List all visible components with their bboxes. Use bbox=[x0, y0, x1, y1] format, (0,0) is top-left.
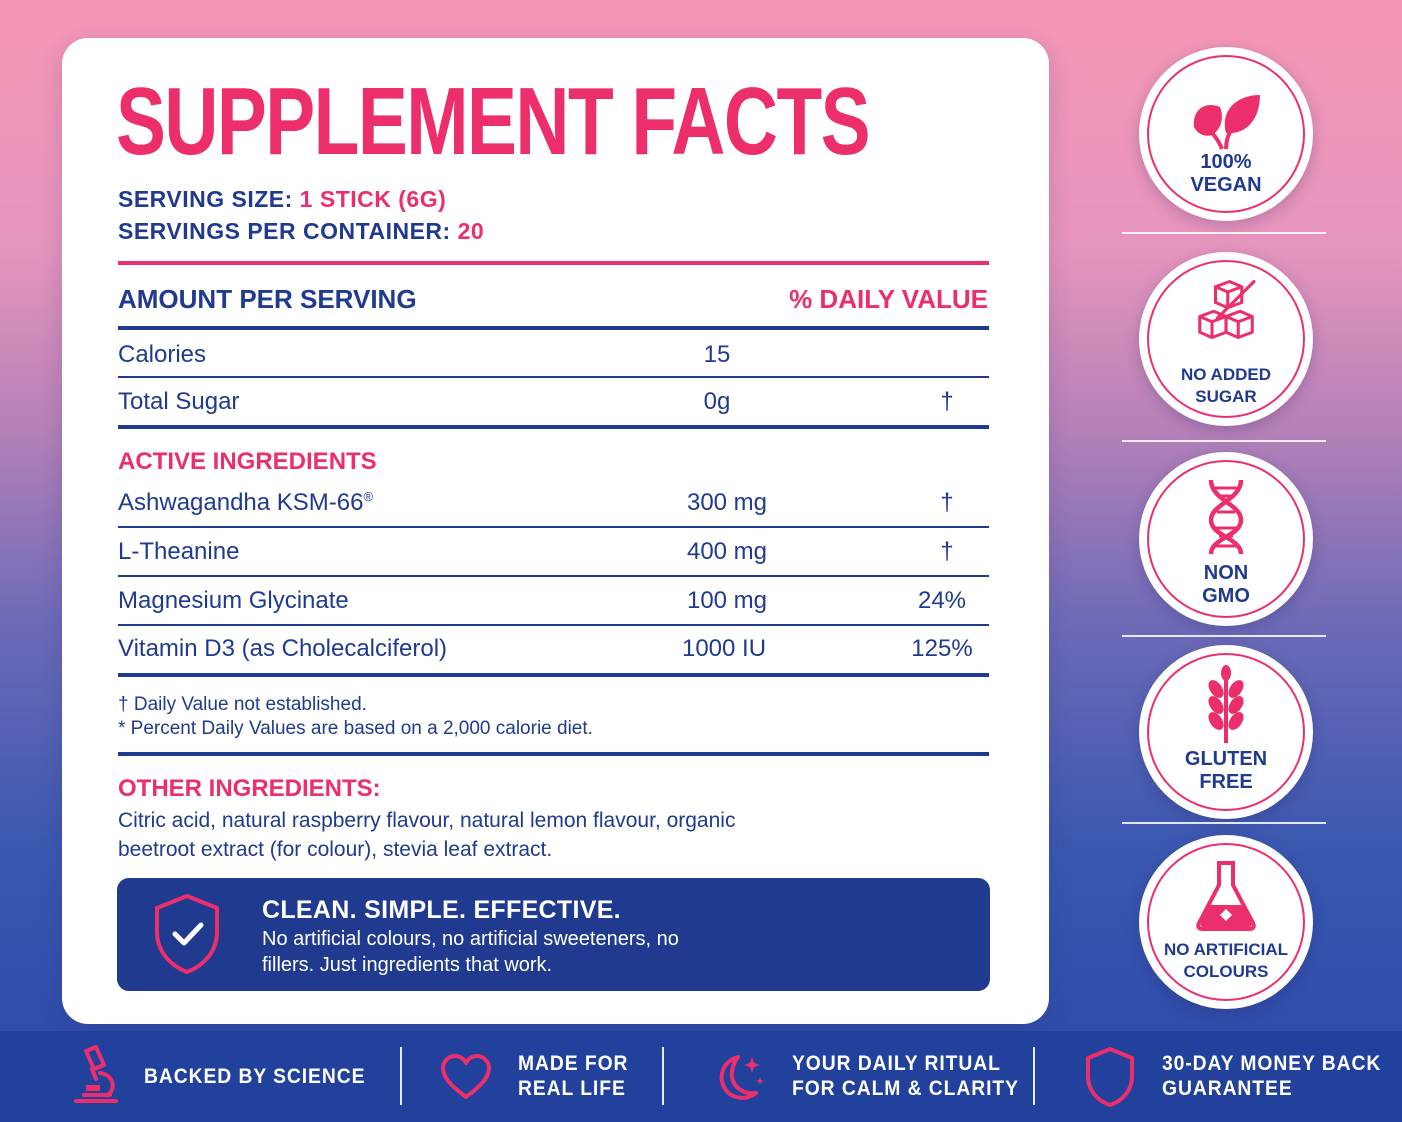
amount-per-serving-header: AMOUNT PER SERVING bbox=[118, 284, 417, 314]
divider bbox=[1122, 822, 1326, 824]
active-ingredients-label: ACTIVE INGREDIENTS bbox=[118, 448, 377, 475]
ingredient-dv: † bbox=[940, 489, 954, 516]
other-ingredients-text: Citric acid, natural raspberry flavour, … bbox=[118, 809, 736, 861]
badge-vegan: 100% VEGAN bbox=[1139, 47, 1313, 221]
flask-icon bbox=[1196, 861, 1256, 931]
ingredient-name: Magnesium Glycinate bbox=[118, 587, 349, 614]
ingredient-dv: 125% bbox=[911, 635, 973, 662]
divider bbox=[118, 575, 989, 577]
servings-per-container: SERVINGS PER CONTAINER: 20 bbox=[118, 218, 484, 245]
serving-size-value: 1 STICK (6G) bbox=[299, 186, 447, 212]
total-sugar-amount: 0g bbox=[703, 388, 731, 415]
ingredient-name: Ashwagandha KSM-66® bbox=[118, 489, 374, 516]
divider bbox=[118, 376, 989, 378]
divider bbox=[118, 526, 989, 528]
badge-gluten-free: GLUTEN FREE bbox=[1139, 645, 1313, 819]
divider bbox=[118, 425, 989, 429]
footer-science: BACKED BY SCIENCE bbox=[144, 1065, 366, 1088]
divider bbox=[1122, 440, 1326, 442]
banner-body: No artificial colours, no artificial swe… bbox=[262, 928, 679, 976]
supplement-facts-card: SUPPLEMENT FACTS SERVING SIZE: 1 STICK (… bbox=[62, 38, 1049, 1024]
leaf-icon bbox=[1193, 95, 1260, 150]
serving-size: SERVING SIZE: 1 STICK (6G) bbox=[118, 186, 446, 213]
divider bbox=[118, 261, 989, 265]
divider bbox=[1122, 635, 1326, 637]
footer-guarantee: 30-DAY MONEY BACK GUARANTEE bbox=[1162, 1052, 1382, 1100]
divider bbox=[662, 1047, 664, 1105]
banner-title: CLEAN. SIMPLE. EFFECTIVE. bbox=[262, 896, 621, 924]
ingredient-dv: 24% bbox=[917, 587, 967, 614]
clean-banner: CLEAN. SIMPLE. EFFECTIVE. No artificial … bbox=[117, 878, 990, 991]
daily-value-header: % DAILY VALUE bbox=[789, 284, 988, 314]
badge-non-gmo: NON GMO bbox=[1139, 452, 1313, 626]
ingredient-amount: 300 mg bbox=[686, 489, 768, 516]
badge-no-artificial-colours: NO ARTIFICIAL COLOURS bbox=[1139, 835, 1313, 1009]
divider bbox=[118, 624, 989, 626]
footer-daily-ritual: YOUR DAILY RITUAL FOR CALM & CLARITY bbox=[792, 1052, 1019, 1100]
ingredient-name: L-Theanine bbox=[118, 538, 240, 565]
heart-icon bbox=[441, 1054, 491, 1099]
other-ingredients-label: OTHER INGREDIENTS: bbox=[118, 775, 381, 802]
calories-amount: 15 bbox=[703, 341, 731, 368]
ingredient-name: Vitamin D3 (as Cholecalciferol) bbox=[118, 635, 448, 662]
footnote: * Percent Daily Values are based on a 2,… bbox=[118, 718, 593, 739]
wheat-icon bbox=[1208, 665, 1244, 743]
ingredient-amount: 100 mg bbox=[686, 587, 768, 614]
badge-no-added-sugar: NO ADDED SUGAR bbox=[1139, 252, 1313, 426]
shield-icon bbox=[1086, 1047, 1134, 1107]
dna-icon bbox=[1208, 479, 1244, 555]
badge-text: NO ARTIFICIAL COLOURS bbox=[1163, 940, 1289, 981]
badge-text: NO ADDED SUGAR bbox=[1180, 365, 1272, 406]
divider bbox=[1122, 232, 1326, 234]
moon-stars-icon bbox=[719, 1055, 764, 1100]
divider bbox=[400, 1047, 402, 1105]
badge-text: 100% VEGAN bbox=[1190, 151, 1262, 196]
shield-check-icon bbox=[155, 894, 219, 974]
divider bbox=[118, 752, 989, 756]
ingredient-amount: 1000 IU bbox=[681, 635, 767, 662]
ingredient-amount: 400 mg bbox=[686, 538, 768, 565]
sugar-cubes-crossed-icon bbox=[1198, 279, 1256, 340]
total-sugar-dv: † bbox=[940, 388, 954, 415]
microscope-icon bbox=[74, 1045, 118, 1103]
footer-bar: BACKED BY SCIENCE MADE FOR REAL LIFE YOUR… bbox=[0, 1031, 1402, 1122]
page-title: SUPPLEMENT FACTS bbox=[116, 68, 871, 175]
ingredient-dv: † bbox=[940, 538, 954, 565]
footer-real-life: MADE FOR REAL LIFE bbox=[518, 1052, 629, 1100]
calories-label: Calories bbox=[118, 341, 207, 368]
servings-per-container-value: 20 bbox=[457, 218, 485, 244]
badge-text: GLUTEN FREE bbox=[1184, 748, 1268, 793]
divider bbox=[118, 673, 989, 677]
footnote: † Daily Value not established. bbox=[118, 694, 367, 715]
divider bbox=[118, 326, 989, 330]
servings-per-container-label: SERVINGS PER CONTAINER: bbox=[118, 218, 451, 244]
total-sugar-label: Total Sugar bbox=[118, 388, 240, 415]
divider bbox=[1033, 1047, 1035, 1105]
badge-text: NON GMO bbox=[1202, 562, 1250, 607]
serving-size-label: SERVING SIZE: bbox=[118, 186, 293, 212]
